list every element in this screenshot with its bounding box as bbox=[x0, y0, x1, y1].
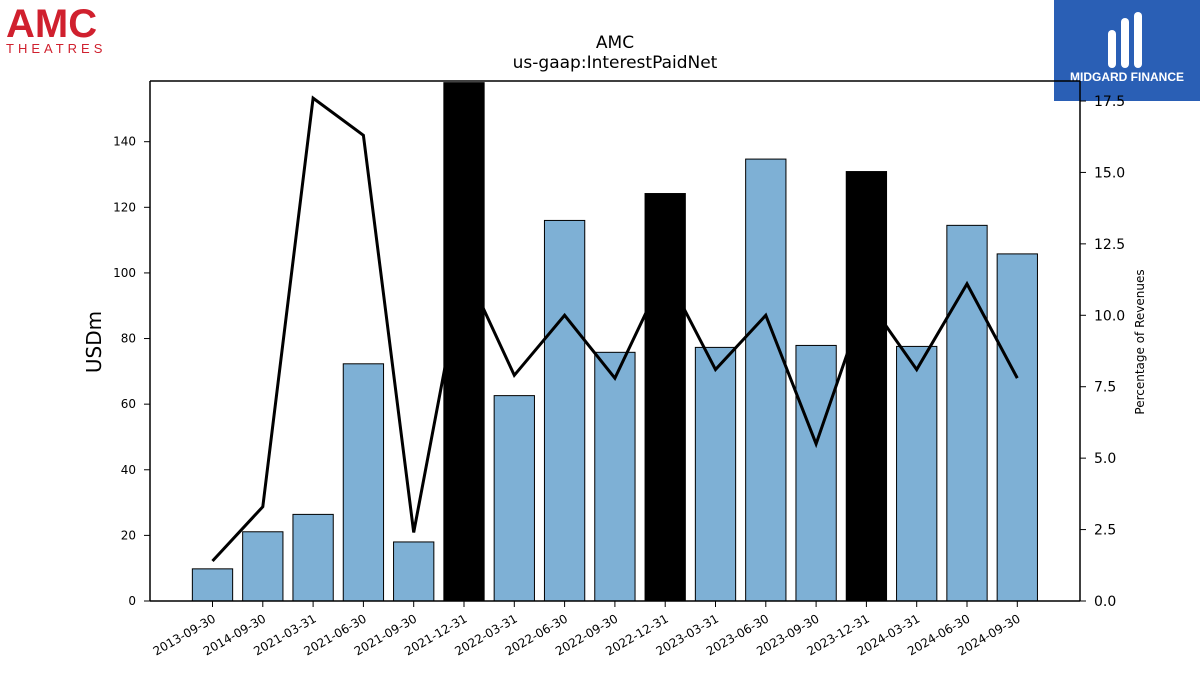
bar-2014-09-30 bbox=[242, 531, 284, 602]
percentage-of-revenues-line bbox=[211, 95, 1019, 563]
bar-2024-03-31 bbox=[896, 345, 938, 602]
bar-2022-09-30 bbox=[594, 351, 636, 602]
bar-2022-12-31 bbox=[644, 193, 686, 602]
midgard-emblem-icon bbox=[1108, 12, 1142, 68]
bar-2023-03-31 bbox=[694, 346, 737, 602]
y-tick-label-right: 10.0 bbox=[1094, 308, 1125, 324]
midgard-finance-logo: MIDGARD FINANCE bbox=[1054, 0, 1200, 101]
y-tick-label-right: 12.5 bbox=[1094, 237, 1125, 253]
y-tick-label-right: 0.0 bbox=[1094, 594, 1116, 610]
y-tick-label-right: 5.0 bbox=[1094, 451, 1116, 467]
amc-theatres-logo: AMC THEATRES bbox=[6, 4, 106, 56]
bar-2021-06-30 bbox=[342, 363, 385, 602]
percentage-line-series bbox=[211, 95, 1019, 563]
chart-subtitle: us-gaap:InterestPaidNet bbox=[513, 53, 718, 73]
bar-2023-09-30 bbox=[795, 344, 837, 602]
y-tick-label-right: 17.5 bbox=[1094, 94, 1125, 110]
y-tick-label-right: 15.0 bbox=[1094, 165, 1125, 181]
y-tick-label-left: 20 bbox=[121, 528, 136, 542]
y-tick-label-left: 80 bbox=[121, 332, 136, 346]
bar-2013-09-30 bbox=[191, 568, 234, 602]
y-axis-label-right: Percentage of Revenues bbox=[1133, 269, 1147, 414]
y-tick-label-left: 120 bbox=[113, 200, 136, 214]
y-tick-label-right: 7.5 bbox=[1094, 380, 1116, 396]
amc-logo-text: AMC bbox=[6, 4, 97, 46]
y-axis-label-left: USDm bbox=[82, 311, 106, 373]
y-tick-label-left: 140 bbox=[113, 135, 136, 149]
bar-2023-06-30 bbox=[745, 158, 787, 602]
bar-2021-03-31 bbox=[292, 513, 334, 602]
y-tick-label-left: 100 bbox=[113, 266, 136, 280]
amc-logo-subtext: THEATRES bbox=[6, 41, 106, 56]
chart-title: AMC bbox=[596, 33, 634, 53]
bar-2021-09-30 bbox=[393, 541, 435, 602]
y-tick-label-left: 40 bbox=[121, 463, 136, 477]
bar-series bbox=[191, 82, 1038, 602]
bar-2023-12-31 bbox=[845, 171, 888, 602]
bar-2022-03-31 bbox=[493, 395, 535, 602]
midgard-logo-text: MIDGARD FINANCE bbox=[1070, 70, 1184, 84]
bar-2022-06-30 bbox=[543, 219, 586, 602]
y-tick-label-left: 60 bbox=[121, 397, 136, 411]
y-tick-label-left: 0 bbox=[128, 594, 136, 608]
bar-2024-09-30 bbox=[996, 253, 1038, 602]
y-tick-label-right: 2.5 bbox=[1094, 523, 1116, 539]
